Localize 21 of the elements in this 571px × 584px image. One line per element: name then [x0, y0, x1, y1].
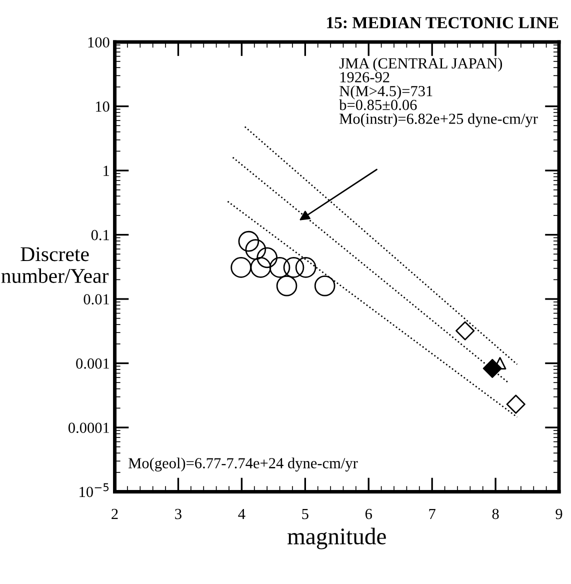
- x-tick-label: 7: [429, 508, 436, 519]
- y-tick-label: 10: [96, 101, 110, 112]
- y-tick-label: 0.01: [84, 294, 109, 305]
- y-tick-label: 100: [88, 37, 110, 48]
- x-tick-label: 5: [302, 508, 308, 520]
- y-tick-label: 0.0001: [68, 422, 109, 434]
- x-tick-label: 6: [365, 508, 372, 520]
- x-tick-label: 8: [492, 508, 499, 520]
- annotation: JMA (CENTRAL JAPAN) 1926-92 N(M>4.5)=731 b=0.85±0.06 Mo(instr)=6.82e+25 dyne-cm/yr: [339, 58, 538, 128]
- y-tick-label: 10$^{−5}$: [80, 483, 109, 498]
- x-tick-label: 4: [238, 508, 246, 519]
- annotation: Mo(geol)=6.77-7.74e+24 dyne-cm/yr: [128, 458, 358, 472]
- y-tick-label: 0.1: [91, 230, 109, 240]
- x-tick-label: 9: [556, 508, 562, 520]
- chart-title: 15: MEDIAN TECTONIC LINE: [327, 17, 558, 28]
- x-tick-label: 2: [112, 508, 118, 519]
- y-tick-label: 1: [104, 166, 109, 176]
- x-axis-title: magnitude: [288, 528, 386, 550]
- y-axis-title: Discrete number/Year: [1, 247, 109, 283]
- y-tick-label: 0.001: [76, 358, 109, 369]
- x-tick-label: 3: [175, 508, 182, 520]
